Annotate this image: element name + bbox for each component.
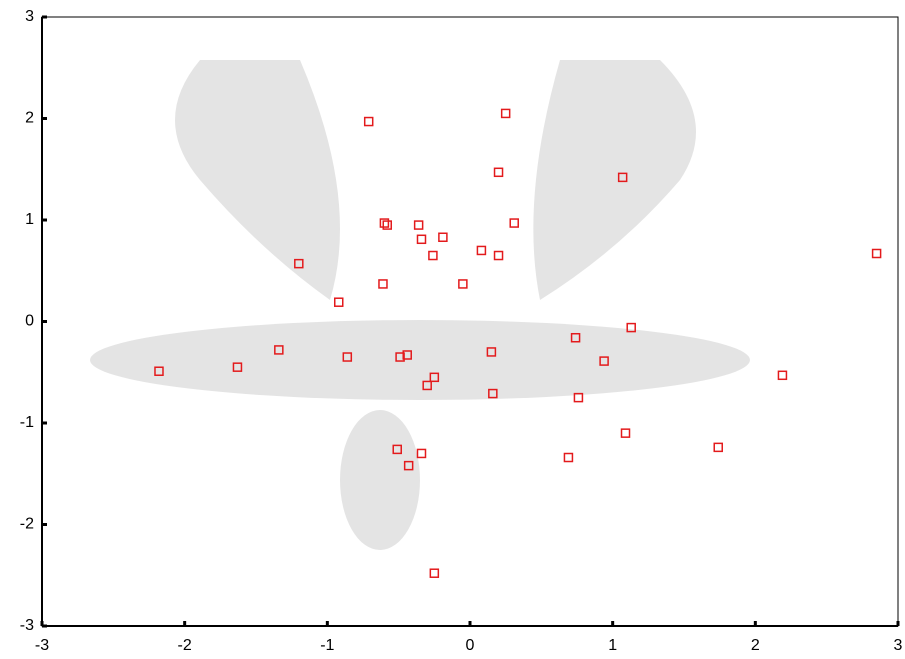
point bbox=[873, 249, 881, 257]
point bbox=[417, 235, 425, 243]
page: -3-2-10123-3-2-10123 (() => { const data… bbox=[0, 0, 905, 659]
y-tick-label: -2 bbox=[20, 516, 34, 533]
point bbox=[502, 109, 510, 117]
y-tick-label: -3 bbox=[20, 617, 34, 634]
point bbox=[477, 246, 485, 254]
point bbox=[430, 569, 438, 577]
point bbox=[714, 443, 722, 451]
point bbox=[380, 219, 388, 227]
y-tick-label: 1 bbox=[25, 211, 34, 228]
point bbox=[564, 454, 572, 462]
point bbox=[459, 280, 467, 288]
point bbox=[429, 252, 437, 260]
x-tick-label: -1 bbox=[320, 637, 334, 654]
x-tick-label: 3 bbox=[894, 637, 903, 654]
y-tick-label: 0 bbox=[25, 313, 34, 330]
point bbox=[495, 168, 503, 176]
point bbox=[379, 280, 387, 288]
point bbox=[778, 371, 786, 379]
y-tick-label: 3 bbox=[25, 8, 34, 25]
x-tick-label: -3 bbox=[35, 637, 49, 654]
point bbox=[495, 252, 503, 260]
watermark bbox=[90, 60, 750, 550]
point bbox=[415, 221, 423, 229]
x-tick-label: 2 bbox=[751, 637, 760, 654]
point bbox=[335, 298, 343, 306]
chart: -3 -2 -1 0 1 2 3 -3 -2 -1 0 1 2 3 bbox=[0, 0, 905, 659]
y-tick-label: 2 bbox=[25, 110, 34, 127]
point bbox=[383, 221, 391, 229]
x-tick-label: 0 bbox=[466, 637, 475, 654]
point bbox=[417, 449, 425, 457]
x-tick-label: 1 bbox=[608, 637, 617, 654]
x-tick-label: -2 bbox=[178, 637, 192, 654]
point bbox=[365, 118, 373, 126]
point bbox=[510, 219, 518, 227]
point bbox=[439, 233, 447, 241]
point bbox=[622, 429, 630, 437]
y-tick-label: -1 bbox=[20, 414, 34, 431]
